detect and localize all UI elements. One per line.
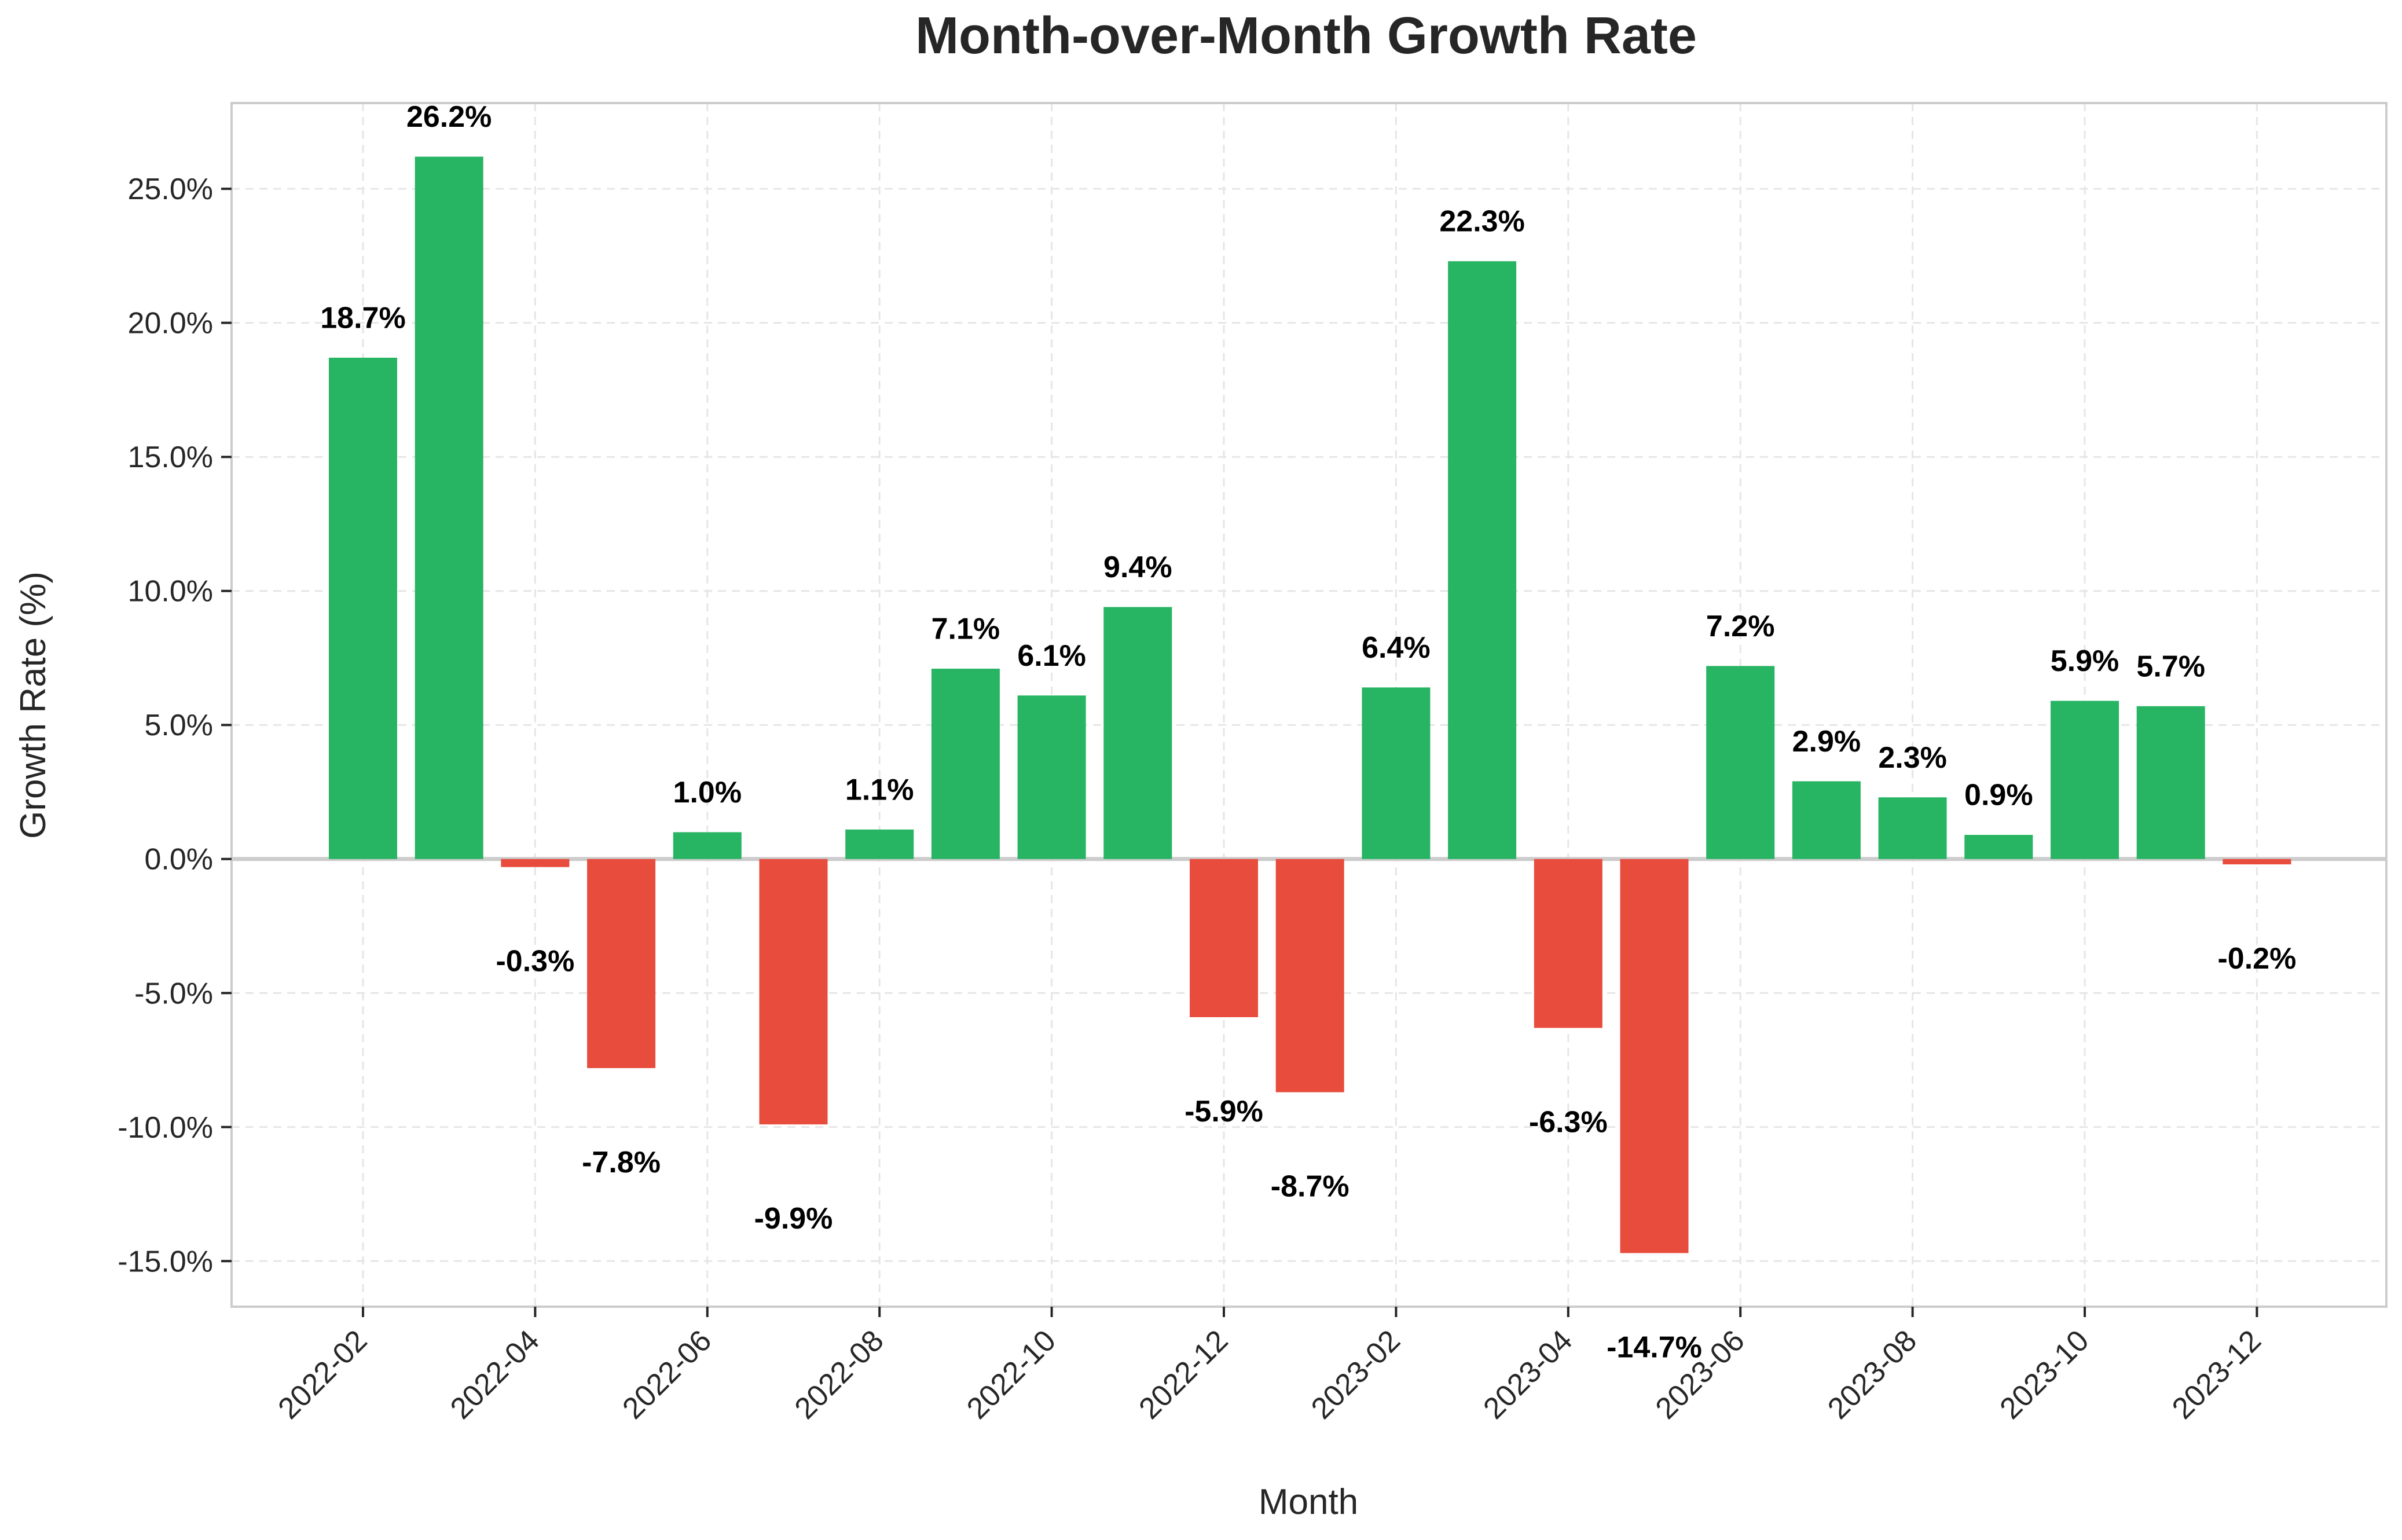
bar	[845, 829, 914, 859]
data-label: 9.4%	[1103, 551, 1172, 584]
data-label: -5.9%	[1185, 1095, 1263, 1128]
bar	[1534, 859, 1602, 1028]
y-axis-ticks: -15.0% -10.0% -5.0% 0.0% 5.0% 10.0% 15.0% 20.0%…	[118, 173, 232, 1278]
bar	[673, 832, 742, 859]
x-tick-label: 2022-08	[789, 1323, 890, 1425]
data-label: -8.7%	[1271, 1170, 1349, 1204]
x-axis-ticks: 2022-02 2022-04 2022-06 2022-08 2022-10 2022-…	[272, 1307, 2268, 1425]
data-labels: 18.7% 26.2% -0.3% -7.8% 1.0% -9.9% 1.1% 7.1% 6.1…	[320, 100, 2296, 1364]
bar	[415, 156, 483, 859]
data-label: 2.3%	[1878, 741, 1947, 775]
plot-frame	[230, 102, 2388, 1308]
x-tick-label: 2022-04	[444, 1323, 546, 1425]
bar	[1448, 261, 1517, 859]
data-label: -9.9%	[754, 1202, 833, 1235]
bar	[329, 357, 397, 859]
bar	[1190, 859, 1258, 1017]
data-label: 5.7%	[2136, 650, 2205, 683]
y-tick-label: -15.0%	[118, 1245, 213, 1278]
data-label: 26.2%	[406, 100, 492, 134]
bars	[329, 156, 2291, 1253]
bar	[1964, 835, 2033, 859]
data-label: 1.1%	[845, 773, 914, 806]
data-label: 7.2%	[1706, 610, 1775, 643]
data-label: 5.9%	[2051, 644, 2119, 678]
y-tick-label: 0.0%	[144, 843, 213, 877]
y-tick-label: 15.0%	[128, 441, 213, 474]
y-axis-label: Growth Rate (%)	[13, 571, 53, 839]
x-tick-label: 2022-10	[960, 1323, 1062, 1425]
y-tick-label: 10.0%	[128, 575, 213, 608]
bar	[1275, 859, 1344, 1092]
bar	[587, 859, 656, 1068]
data-label: 0.9%	[1964, 779, 2033, 812]
data-label: -0.2%	[2217, 942, 2296, 976]
data-label: -7.8%	[582, 1146, 661, 1179]
bar	[501, 859, 570, 867]
bar	[2136, 706, 2205, 859]
y-tick-label: -5.0%	[134, 977, 213, 1010]
data-label: -0.3%	[496, 945, 574, 978]
bar	[1017, 695, 1086, 859]
data-label: 6.1%	[1017, 639, 1086, 673]
bar	[759, 859, 828, 1125]
x-tick-label: 2022-06	[616, 1323, 718, 1425]
x-tick-label: 2023-04	[1477, 1323, 1579, 1425]
x-tick-label: 2022-02	[272, 1323, 374, 1425]
y-tick-label: 20.0%	[128, 307, 213, 340]
bar	[2051, 701, 2119, 859]
bar	[1706, 666, 1775, 859]
bar	[1103, 607, 1172, 859]
bar	[1792, 781, 1861, 859]
data-label: 1.0%	[673, 776, 742, 809]
bar	[1878, 797, 1947, 859]
x-tick-label: 2022-12	[1133, 1323, 1235, 1425]
bar	[1362, 687, 1431, 859]
bar	[1620, 859, 1689, 1253]
y-tick-label: -10.0%	[118, 1111, 213, 1145]
bar	[931, 668, 1000, 859]
data-label: 6.4%	[1362, 631, 1431, 665]
y-tick-label: 5.0%	[144, 709, 213, 742]
x-tick-label: 2023-12	[2166, 1323, 2268, 1425]
x-tick-label: 2023-02	[1305, 1323, 1407, 1425]
data-label: 7.1%	[932, 613, 1000, 646]
x-tick-label: 2023-10	[1994, 1323, 2096, 1425]
bar	[2223, 859, 2291, 865]
data-label: -14.7%	[1607, 1330, 1702, 1364]
y-tick-label: 25.0%	[128, 173, 213, 206]
data-label: 22.3%	[1439, 205, 1524, 239]
x-tick-label: 2023-08	[1821, 1323, 1923, 1425]
chart-title: Month-over-Month Growth Rate	[915, 7, 1697, 65]
x-axis-label: Month	[1259, 1482, 1358, 1522]
data-label: -6.3%	[1529, 1106, 1608, 1139]
data-label: 2.9%	[1792, 725, 1861, 758]
data-label: 18.7%	[320, 301, 405, 335]
